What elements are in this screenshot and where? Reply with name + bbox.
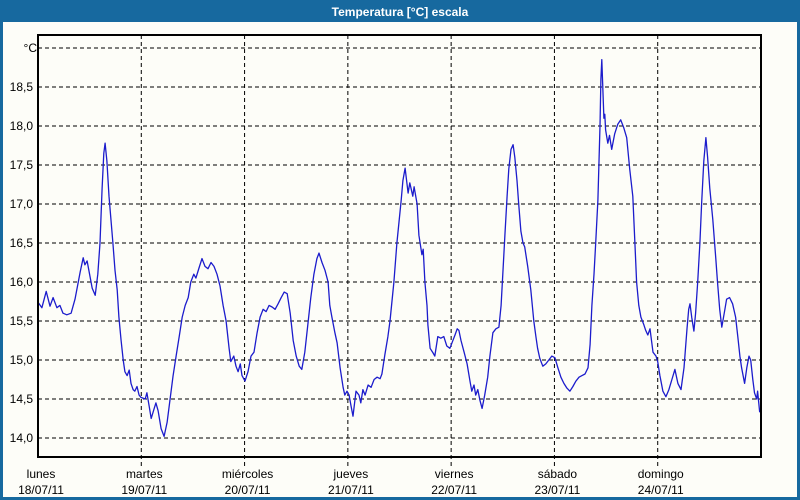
y-axis-label: 15,0 xyxy=(10,353,34,367)
temperature-line xyxy=(37,59,761,438)
celsius-unit-label: °C xyxy=(24,41,38,55)
date-label: 19/07/11 xyxy=(121,483,167,497)
y-axis-label: 18,5 xyxy=(10,80,34,94)
date-label: 23/07/11 xyxy=(535,483,581,497)
day-label: sábado xyxy=(538,467,578,481)
y-axis-label: 14,0 xyxy=(10,431,34,445)
y-axis-label: 17,0 xyxy=(10,197,34,211)
date-label: 24/07/11 xyxy=(638,483,684,497)
temperature-chart: 18,5 18,0 17,5 17,0 16,5 16,0 15,5 15,0 14,5 14,0… xyxy=(10,34,762,497)
y-axis-label: 14,5 xyxy=(10,392,34,406)
date-label: 21/07/11 xyxy=(328,483,374,497)
y-axis-label: 17,5 xyxy=(10,158,34,172)
y-axis-label: 16,0 xyxy=(10,275,34,289)
day-label: lunes xyxy=(27,467,56,481)
y-axis-label: 15,5 xyxy=(10,314,34,328)
date-label: 20/07/11 xyxy=(225,483,271,497)
day-label: jueves xyxy=(333,467,369,481)
date-label: 22/07/11 xyxy=(431,483,477,497)
y-axis-label: 18,0 xyxy=(10,119,34,133)
day-label: martes xyxy=(126,467,163,481)
day-label: domingo xyxy=(638,467,684,481)
plot-frame xyxy=(37,34,762,458)
window-title: Temperatura [°C] escala xyxy=(331,5,469,19)
day-label: miércoles xyxy=(222,467,273,481)
day-label: viernes xyxy=(435,467,474,481)
y-axis-label: 16,5 xyxy=(10,236,34,250)
date-label: 18/07/11 xyxy=(18,483,64,497)
titlebar: Temperatura [°C] escala xyxy=(3,3,797,22)
